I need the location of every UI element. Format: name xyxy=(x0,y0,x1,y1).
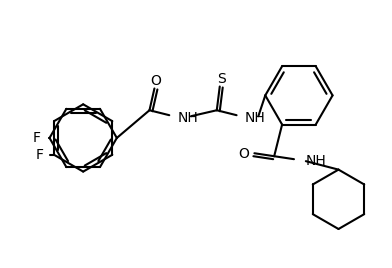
Text: F: F xyxy=(36,148,44,162)
Text: NH: NH xyxy=(177,111,198,125)
Text: NH: NH xyxy=(306,154,327,168)
Text: O: O xyxy=(238,147,249,161)
Text: O: O xyxy=(150,73,161,88)
Text: NH: NH xyxy=(245,111,265,125)
Text: S: S xyxy=(217,72,226,85)
Text: F: F xyxy=(33,131,41,145)
